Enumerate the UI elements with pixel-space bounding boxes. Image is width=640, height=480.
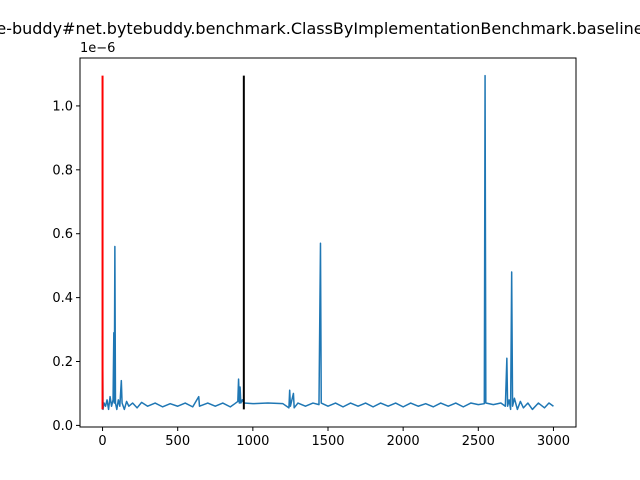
chart-title: e-buddy#net.bytebuddy.benchmark.ClassByI… xyxy=(0,19,640,38)
x-tick-label: 2000 xyxy=(387,434,420,449)
x-axis: 0 500 1000 1500 2000 2500 3000 xyxy=(98,427,570,449)
x-tick-label: 1500 xyxy=(311,434,344,449)
x-tick-label: 0 xyxy=(98,434,106,449)
y-tick-label: 0.2 xyxy=(52,355,73,370)
y-tick-label: 0.6 xyxy=(52,227,73,242)
y-axis: 0.0 0.2 0.4 0.6 0.8 1.0 xyxy=(52,99,80,434)
y-tick-label: 0.8 xyxy=(52,163,73,178)
x-tick-label: 1000 xyxy=(236,434,269,449)
axes-frame xyxy=(79,57,577,428)
x-tick-label: 2500 xyxy=(462,434,495,449)
y-tick-label: 1.0 xyxy=(52,99,73,114)
x-tick-label: 3000 xyxy=(537,434,570,449)
y-axis-offset-label: 1e−6 xyxy=(80,41,115,56)
x-tick-label: 500 xyxy=(165,434,190,449)
y-tick-label: 0.4 xyxy=(52,291,73,306)
plot-area xyxy=(101,74,554,411)
y-tick-label: 0.0 xyxy=(52,419,73,434)
series-line-0 xyxy=(101,74,554,411)
